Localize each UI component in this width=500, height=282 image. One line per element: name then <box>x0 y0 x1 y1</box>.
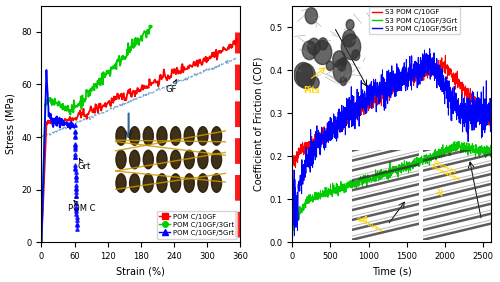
X-axis label: Strain (%): Strain (%) <box>116 266 165 276</box>
Y-axis label: Stress (MPa): Stress (MPa) <box>6 93 16 154</box>
X-axis label: Time (s): Time (s) <box>372 266 412 276</box>
Legend: S3 POM C/10GF, S3 POM C/10GF/3Grt, S3 POM C/10GF/5Grt: S3 POM C/10GF, S3 POM C/10GF/3Grt, S3 PO… <box>369 7 460 34</box>
Y-axis label: Coefficient of Friction (COF): Coefficient of Friction (COF) <box>254 57 264 191</box>
Text: GF: GF <box>166 80 177 94</box>
Text: Grt: Grt <box>78 159 90 171</box>
Text: POM C: POM C <box>68 201 96 213</box>
Legend: POM C/10GF, POM C/10GF/3Grt, POM C/10GF/5Grt: POM C/10GF, POM C/10GF/3Grt, POM C/10GF/… <box>156 211 236 239</box>
